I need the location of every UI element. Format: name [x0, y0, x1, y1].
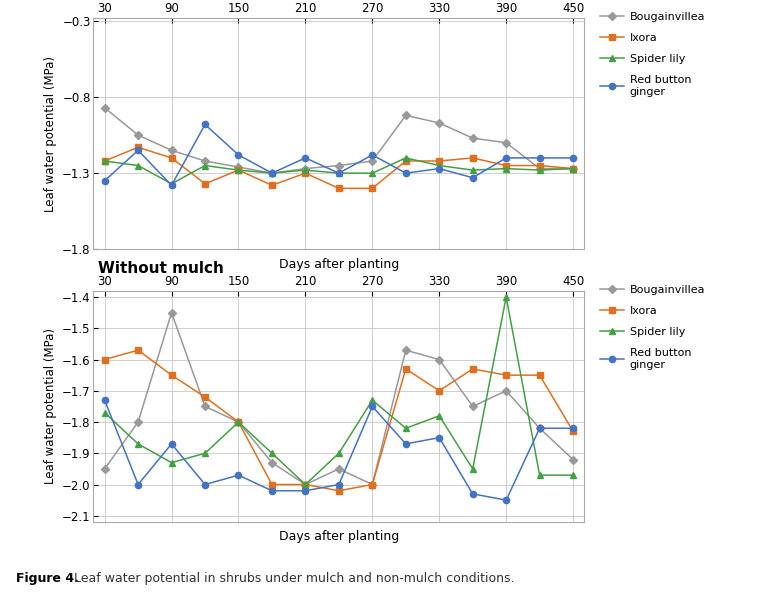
X-axis label: Days after planting: Days after planting: [279, 530, 399, 544]
Legend: Bougainvillea, Ixora, Spider lily, Red button
ginger: Bougainvillea, Ixora, Spider lily, Red b…: [600, 12, 705, 97]
Text: Figure 4.: Figure 4.: [16, 572, 79, 585]
Y-axis label: Leaf water potential (MPa): Leaf water potential (MPa): [44, 56, 57, 212]
Text: Without mulch: Without mulch: [98, 261, 224, 276]
Text: With mulch: With mulch: [98, 0, 196, 3]
X-axis label: Days after planting: Days after planting: [279, 257, 399, 271]
Text: Leaf water potential in shrubs under mulch and non-mulch conditions.: Leaf water potential in shrubs under mul…: [70, 572, 515, 585]
Y-axis label: Leaf water potential (MPa): Leaf water potential (MPa): [44, 328, 57, 484]
Legend: Bougainvillea, Ixora, Spider lily, Red button
ginger: Bougainvillea, Ixora, Spider lily, Red b…: [600, 285, 705, 370]
